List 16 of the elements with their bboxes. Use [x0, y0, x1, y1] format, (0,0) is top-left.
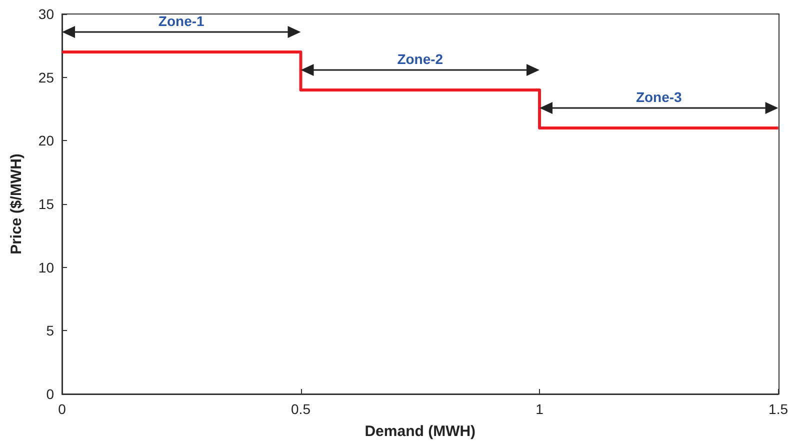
y-axis-title: Price ($/MWH)	[8, 154, 25, 254]
y-tick-label: 5	[46, 322, 54, 339]
x-tick-label: 1	[536, 401, 544, 417]
y-tick-label: 25	[38, 69, 54, 86]
x-axis-title: Demand (MWH)	[364, 423, 476, 440]
x-tick-label: 0.5	[291, 401, 311, 417]
y-tick-label: 30	[38, 6, 54, 22]
annotation: Zone-3	[636, 89, 682, 105]
x-tick-label: 1.5	[768, 401, 788, 417]
annotation: Zone-1	[158, 13, 205, 29]
x-tick-label: 0	[58, 401, 66, 417]
y-tick-label: 15	[38, 196, 54, 212]
annotation: Zone-2	[397, 51, 444, 67]
y-tick-label: 10	[38, 259, 54, 276]
y-tick-label: 0	[46, 386, 54, 402]
y-tick-label: 20	[38, 132, 54, 149]
